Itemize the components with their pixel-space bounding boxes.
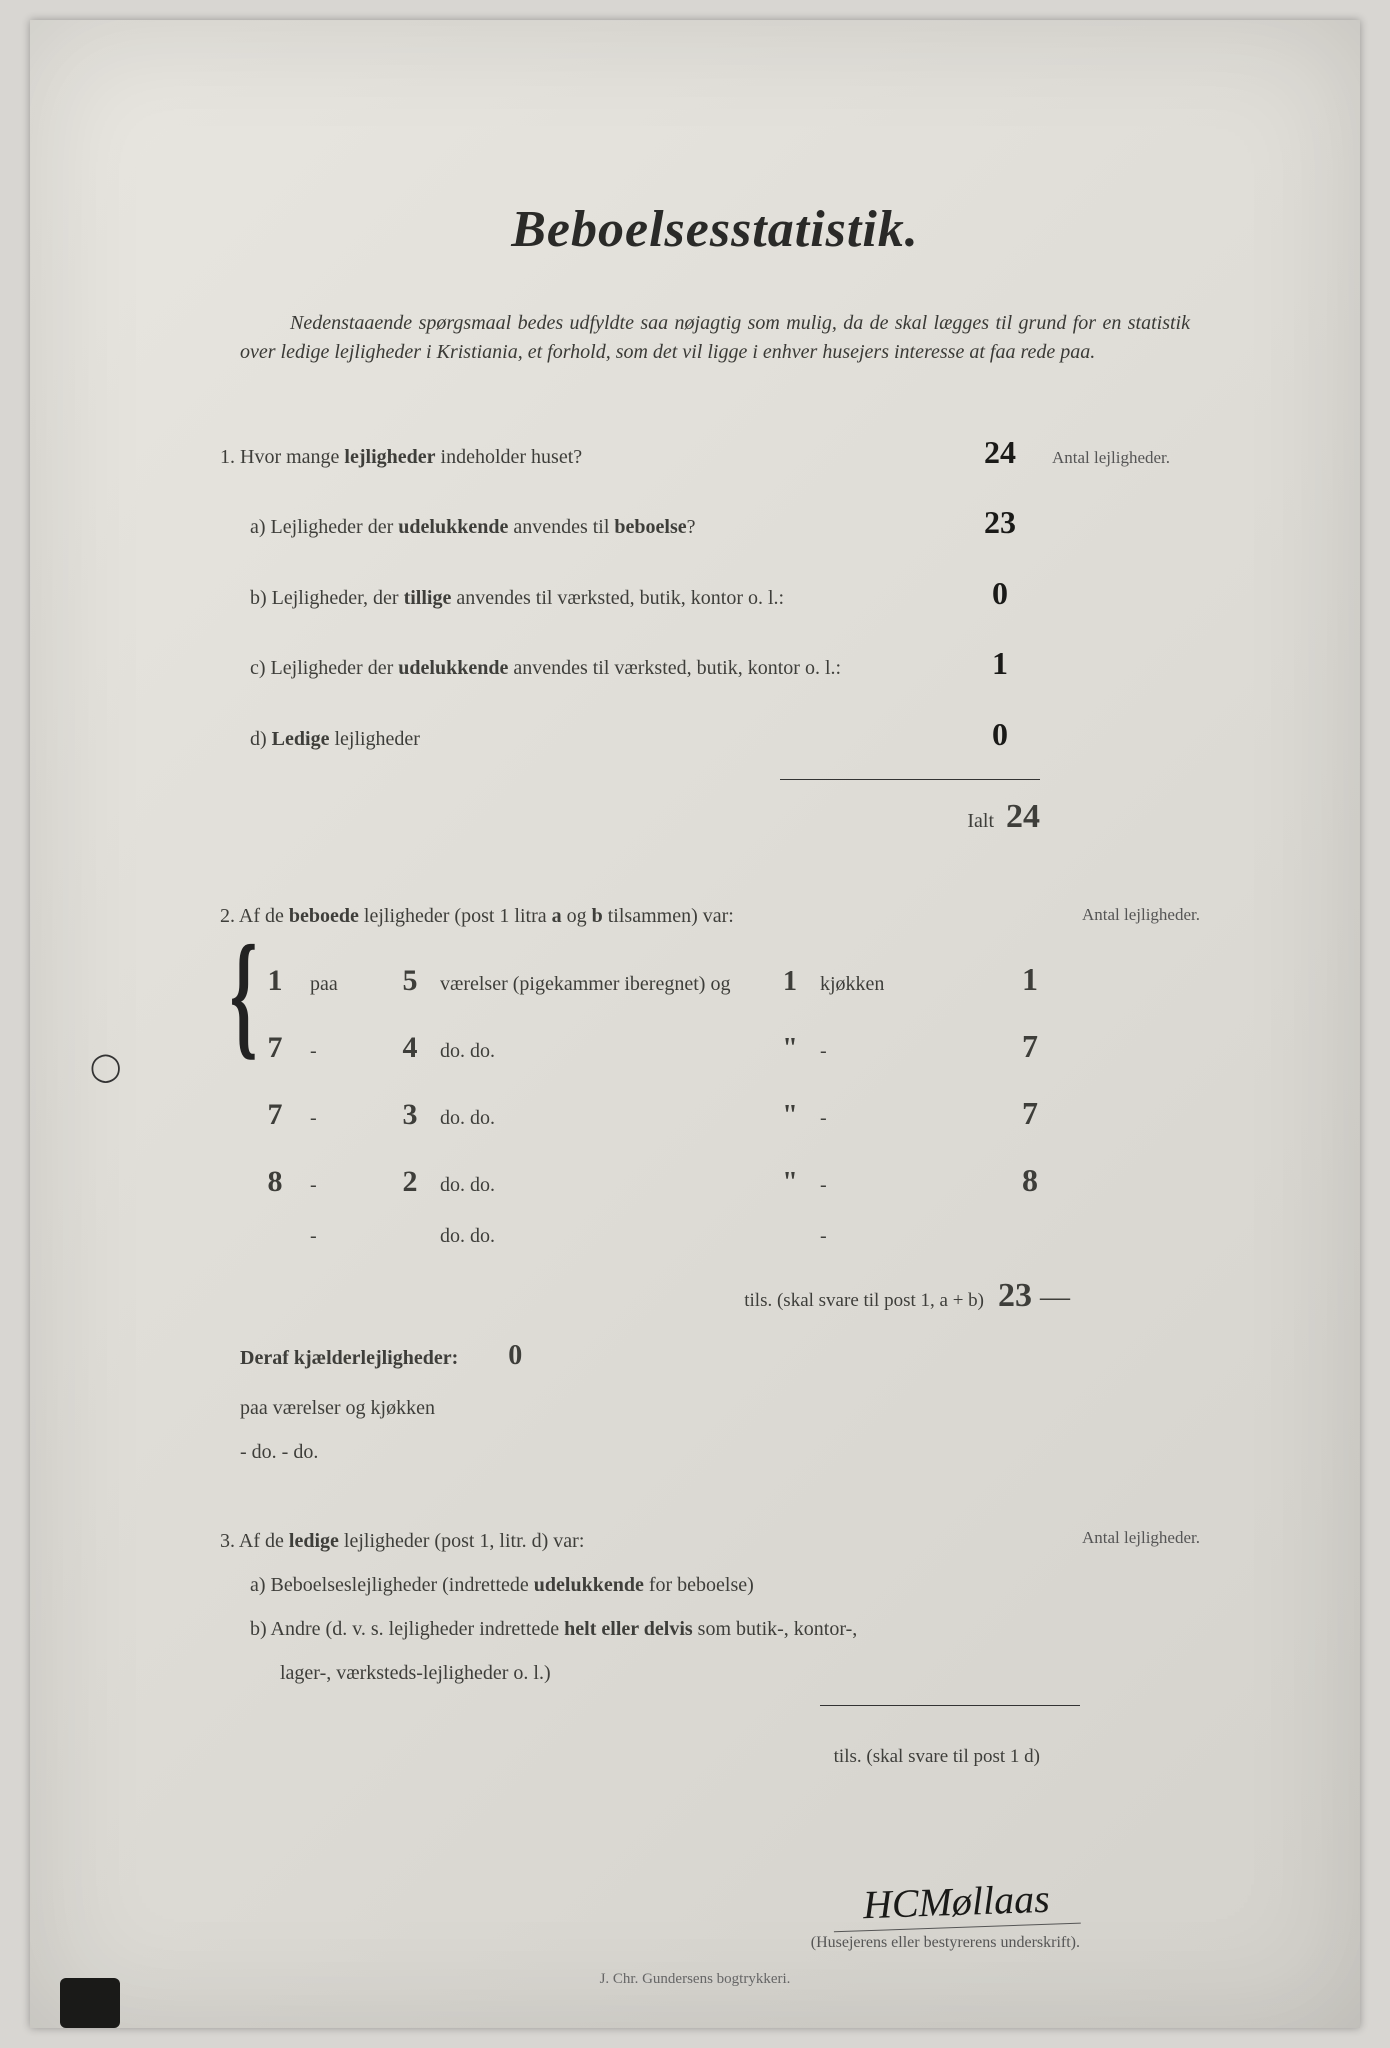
question-2: 2. Af de beboede lejligheder (post 1 lit… bbox=[220, 905, 1220, 1474]
q1-num: 1. bbox=[220, 446, 235, 468]
q3-tils: tils. (skal svare til post 1 d) bbox=[220, 1736, 1040, 1778]
q1-d-value: 0 bbox=[960, 699, 1040, 769]
q1-b: b) Lejligheder, der tillige anvendes til… bbox=[250, 576, 960, 620]
table-row: - do. do. - bbox=[240, 1215, 1220, 1257]
tils-label: tils. (skal svare til post 1, a + b) bbox=[744, 1290, 984, 1312]
q1-c-value: 1 bbox=[960, 628, 1040, 698]
q1-main-value: 24 bbox=[960, 417, 1040, 487]
deraf-zero: 0 bbox=[508, 1325, 522, 1387]
intro-text: Nedenstaaende spørgsmaal bedes udfyldte … bbox=[240, 309, 1190, 367]
q2-note: Antal lejligheder. bbox=[1082, 905, 1200, 925]
signature: HCMøllaas bbox=[833, 1874, 1081, 1933]
signature-area: HCMøllaas (Husejerens eller bestyrerens … bbox=[210, 1878, 1080, 1952]
table-row: {1 paa 5 værelser (pigekammer iberegnet)… bbox=[240, 946, 1220, 1013]
question-1: 1. Hvor mange lejligheder indeholder hus… bbox=[220, 417, 1220, 855]
q1-main: Hvor mange lejligheder indeholder huset? bbox=[240, 446, 582, 468]
q1-c: c) Lejligheder der udelukkende anvendes … bbox=[250, 646, 960, 690]
q1-a-value: 23 bbox=[960, 487, 1040, 557]
q3-b: b) Andre (d. v. s. lejligheder indretted… bbox=[250, 1607, 1220, 1651]
q1-note: Antal lejligheder. bbox=[1040, 439, 1220, 476]
signature-label: (Husejerens eller bestyrerens underskrif… bbox=[210, 1934, 1080, 1952]
question-3: 3. Af de ledige lejligheder (post 1, lit… bbox=[220, 1519, 1220, 1778]
printer-credit: J. Chr. Gundersens bogtrykkeri. bbox=[30, 1971, 1360, 1988]
tils-value: 23 bbox=[998, 1277, 1032, 1315]
deraf-row1: paa værelser og kjøkken bbox=[240, 1386, 1220, 1430]
q3-head: Af de ledige lejligheder (post 1, litr. … bbox=[239, 1530, 584, 1552]
q3-note: Antal lejligheder. bbox=[1082, 1519, 1200, 1556]
q1-b-value: 0 bbox=[960, 558, 1040, 628]
ialt-label: Ialt bbox=[967, 799, 994, 843]
deraf-row2: - do. - do. bbox=[240, 1430, 1220, 1474]
page-title: Beboelsesstatistik. bbox=[210, 200, 1220, 259]
document-page: Beboelsesstatistik. Nedenstaaende spørgs… bbox=[30, 20, 1360, 2028]
margin-mark: ◯ bbox=[90, 1050, 121, 1084]
deraf-label: Deraf kjælderlejligheder: bbox=[240, 1347, 458, 1369]
q2-head: Af de beboede lejligheder (post 1 litra … bbox=[239, 905, 734, 927]
table-row: 7 - 3 do. do. " - 7 bbox=[240, 1080, 1220, 1147]
q3-a: a) Beboelseslejligheder (indrettede udel… bbox=[250, 1563, 1220, 1607]
q2-table: {1 paa 5 værelser (pigekammer iberegnet)… bbox=[240, 946, 1220, 1257]
deraf-block: Deraf kjælderlejligheder: 0 paa værelser … bbox=[240, 1325, 1220, 1475]
divider bbox=[820, 1705, 1080, 1706]
table-row: 7 - 4 do. do. " - 7 bbox=[240, 1013, 1220, 1080]
q3-b2: lager-, værksteds-lejligheder o. l.) bbox=[280, 1651, 1220, 1695]
table-row: 8 - 2 do. do. " - 8 bbox=[240, 1147, 1220, 1214]
scan-artifact bbox=[60, 1978, 120, 2028]
q1-a: a) Lejligheder der udelukkende anvendes … bbox=[250, 505, 960, 549]
dash-mark: — bbox=[1040, 1280, 1070, 1314]
ialt-value: 24 bbox=[1006, 780, 1040, 855]
q1-d: d) Ledige lejligheder bbox=[250, 717, 960, 761]
q3-num: 3. bbox=[220, 1530, 235, 1552]
